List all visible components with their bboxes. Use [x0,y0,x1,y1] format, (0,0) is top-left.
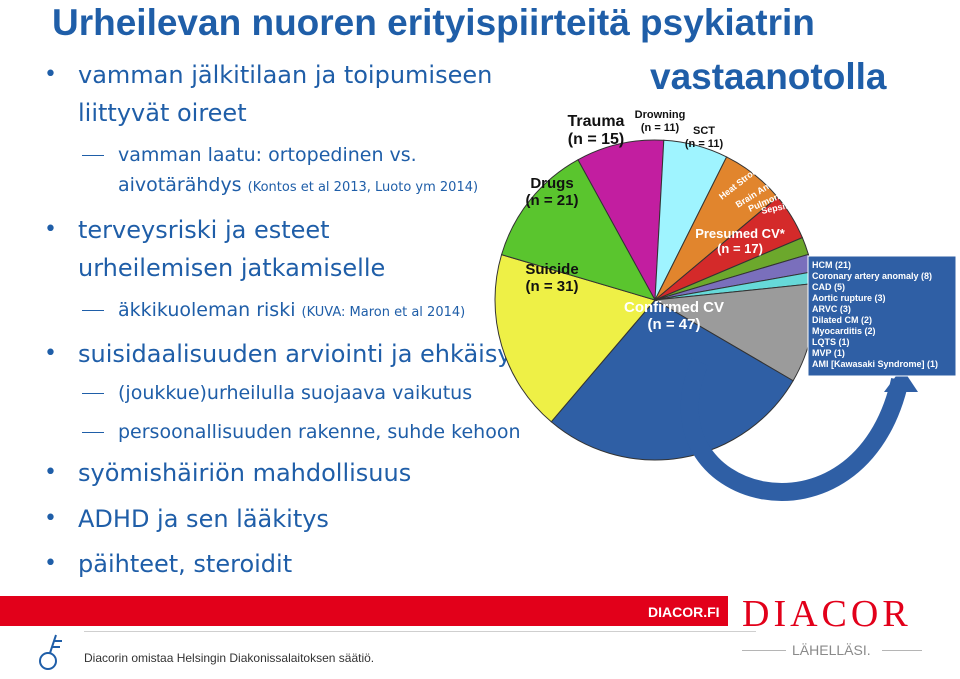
cv-breakdown-item: LQTS (1) [812,337,850,347]
footer-red-bar [0,596,728,626]
cv-breakdown-item: Coronary artery anomaly (8) [812,271,932,281]
pie-slice-suicide [494,254,656,423]
foundation-key-icon [39,634,62,670]
cv-breakdown-item: MVP (1) [812,348,845,358]
pie-slice-trauma [577,139,665,302]
cv-breakdown-item: CAD (5) [812,282,845,292]
pie-label: Suicide (n = 31) [525,261,578,295]
pie-label: Drowning (n = 11) [635,109,686,134]
footer-divider [84,631,756,632]
bullet-health-risk: • terveysriski ja esteet urheilemisen ja… [44,211,538,287]
bullet-dot-icon: • [44,217,57,242]
bullet-dot-icon: • [44,341,57,366]
slide-title: Urheilevan nuoren erityispiirteitä psyki… [52,2,815,43]
bullet-dot-icon: • [44,506,57,531]
arrowhead-icon [884,368,918,392]
bullet-substances: • päihteet, steroidit [44,545,292,583]
bullet-suicide: • suisidaalisuuden arviointi ja ehkäisy [44,335,512,373]
tagline-line-left [742,650,786,651]
citation: (KUVA: Maron et al 2014) [301,305,466,320]
diacor-fi-link[interactable]: DIACOR.FI [648,604,720,620]
bullet-injury: • vamman jälkitilaan ja toipumiseen liit… [44,56,538,132]
bullet-dot-icon: • [44,460,57,485]
dash-icon [82,432,104,433]
sub-injury-type: vamman laatu: ortopedinen vs. aivotärähd… [82,140,518,203]
cv-breakdown-item: ARVC (3) [812,304,851,314]
cv-breakdown-box [807,255,957,377]
bullet-eating: • syömishäiriön mahdollisuus [44,454,411,492]
tagline: LÄHELLÄSI. [792,642,871,658]
sub-personality: persoonallisuuden rakenne, suhde kehoon [82,417,521,447]
pie-label: Confirmed CV (n = 47) [624,299,724,333]
pie-label: Drugs (n = 21) [526,175,579,209]
cv-breakdown-item: AMI [Kawasaki Syndrome] (1) [812,359,938,369]
pie-slice-confirmed [550,299,794,461]
pie-slice-drugs [500,159,657,301]
bullet-dot-icon: • [44,551,57,576]
dash-icon [82,393,104,394]
slide-title-line2: vastaanotolla [650,56,887,97]
pie-label: Presumed CV* (n = 17) [695,226,786,256]
tagline-line-right [882,650,922,651]
dash-icon [82,155,104,156]
cv-breakdown-item: Myocarditis (2) [812,326,876,336]
bullet-dot-icon: • [44,62,57,87]
cv-breakdown-item: Dilated CM (2) [812,315,872,325]
sub-sudden-death: äkkikuoleman riski (KUVA: Maron et al 20… [82,295,518,328]
dash-icon [82,310,104,311]
diacor-logo: DIACOR [742,593,912,635]
cv-breakdown-item: HCM (21) [812,260,851,270]
sub-protective: (joukkue)urheilulla suojaava vaikutus [82,378,472,408]
bullet-adhd: • ADHD ja sen lääkitys [44,500,329,538]
citation: (Kontos et al 2013, Luoto ym 2014) [247,180,479,195]
pie-label: Trauma (n = 15) [568,113,625,148]
cv-breakdown-item: Aortic rupture (3) [812,293,886,303]
footer-owner-text: Diacorin omistaa Helsingin Diakonissalai… [84,651,375,665]
connector-arrow [680,358,909,501]
pie-label: SCT (n = 11) [685,125,724,150]
